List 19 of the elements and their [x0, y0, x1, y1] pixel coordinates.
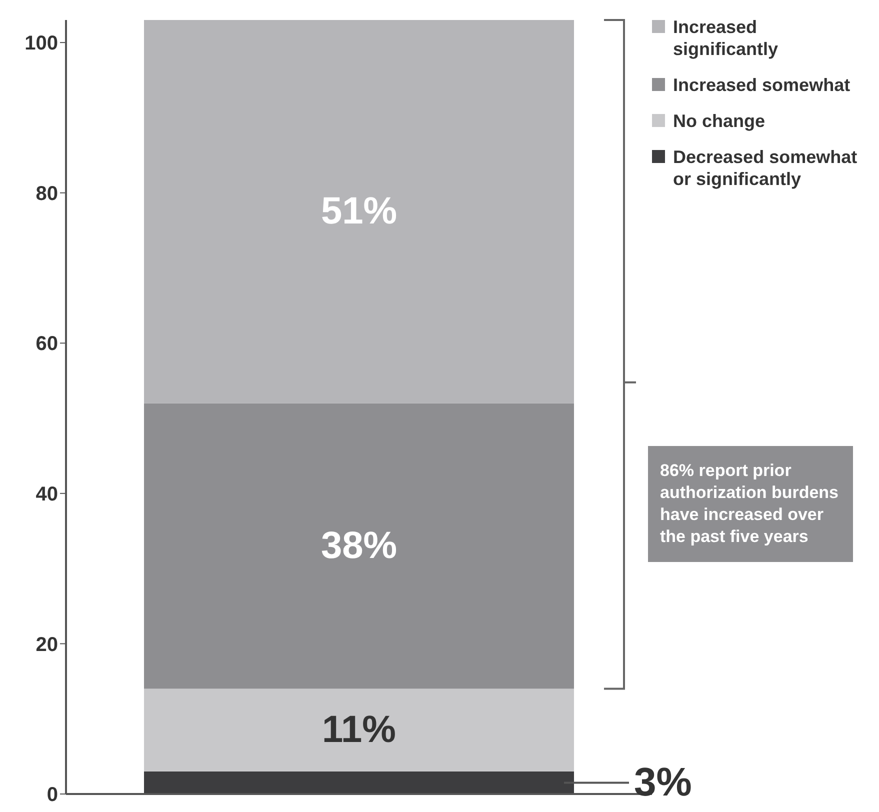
y-tick-label: 60 — [36, 333, 58, 356]
y-tick-label: 80 — [36, 182, 58, 205]
legend-label: Increased somewhat — [673, 74, 852, 96]
legend-label: Increased significantly — [673, 16, 780, 60]
y-tick-label: 0 — [46, 784, 58, 806]
data-label: 3% — [634, 760, 692, 805]
data-label: 51% — [320, 190, 398, 233]
bar — [144, 688, 574, 772]
bar — [144, 403, 574, 689]
bar — [144, 771, 574, 794]
y-tick-label: 20 — [36, 634, 58, 656]
y-tick-label: 40 — [36, 484, 58, 506]
legend-label: Decreased somewhat or significantly — [673, 146, 858, 190]
legend-label: No change — [673, 110, 766, 132]
y-tick-label: 100 — [24, 32, 58, 55]
data-label: 38% — [320, 525, 398, 568]
bar — [144, 20, 574, 404]
text: 86% report prior authorization burdens have increased over the past five years — [648, 446, 853, 562]
data-label: 11% — [322, 709, 396, 752]
